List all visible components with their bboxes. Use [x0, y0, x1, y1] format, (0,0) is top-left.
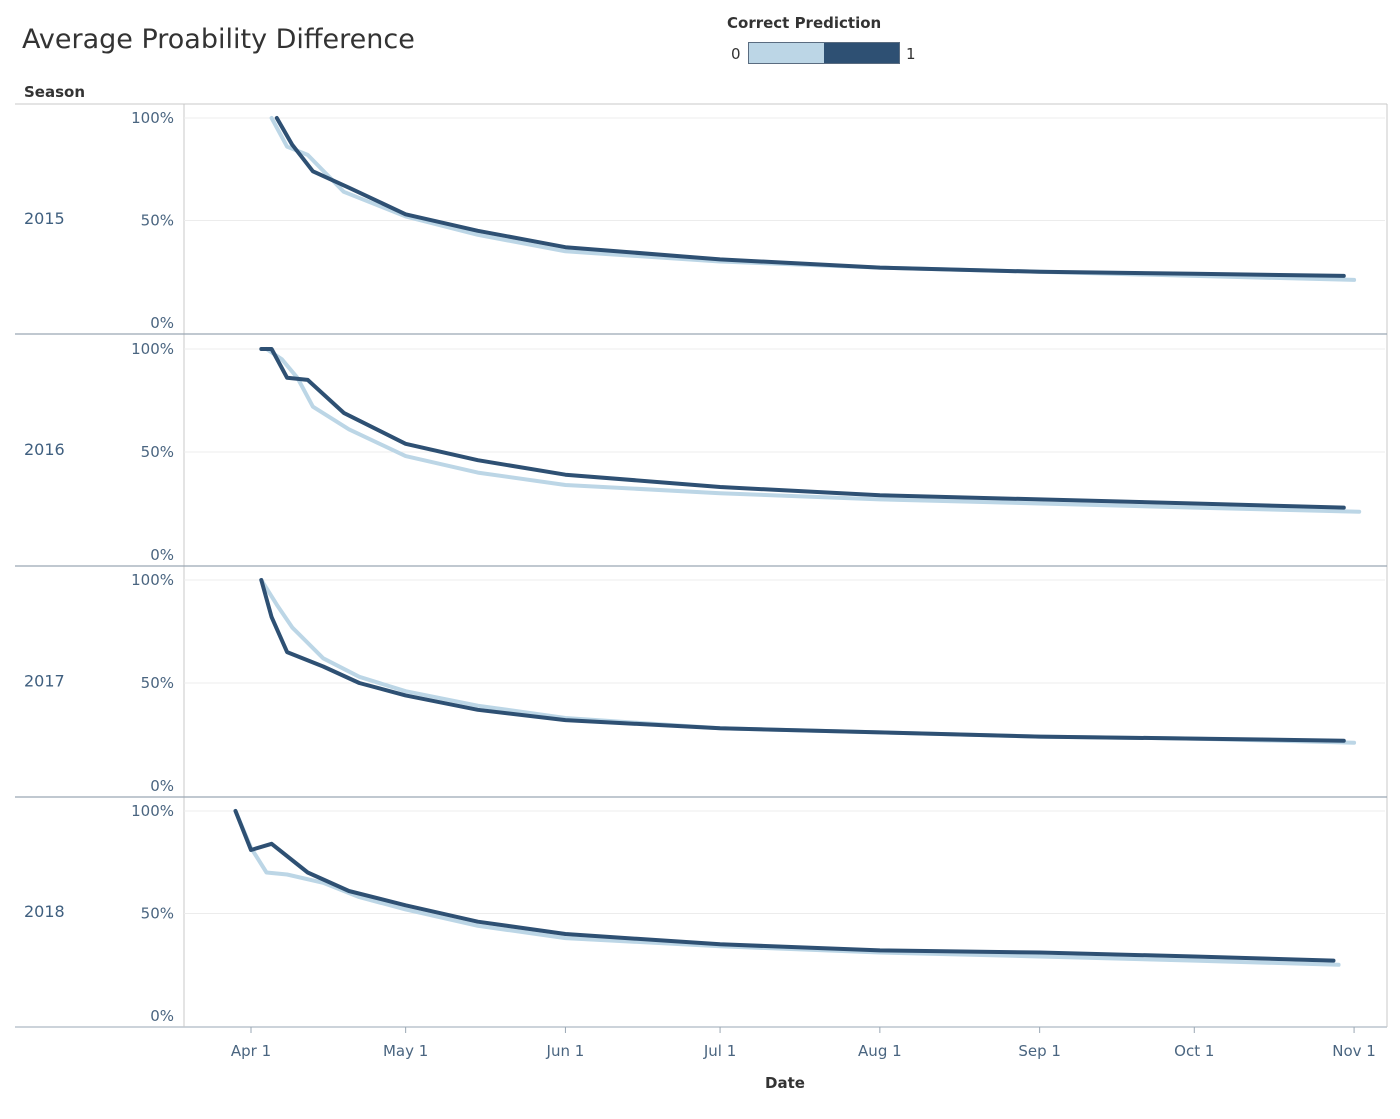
x-axis-title: Date — [765, 1074, 805, 1092]
season-label-2016: 2016 — [24, 440, 65, 459]
legend-swatch-1 — [824, 43, 899, 63]
y-tick-label: 100% — [131, 109, 174, 127]
season-label-2017: 2017 — [24, 672, 65, 691]
y-tick-label: 50% — [141, 674, 174, 692]
series-line-2016-1 — [259, 347, 1346, 510]
y-tick-label: 100% — [131, 340, 174, 358]
season-label-2015: 2015 — [24, 209, 65, 228]
x-tick-label: Nov 1 — [1332, 1042, 1376, 1060]
x-tick-label: Aug 1 — [858, 1042, 902, 1060]
series-line-2017-0 — [259, 578, 1357, 745]
series-line-2018-0 — [233, 809, 1341, 967]
legend-min-label: 0 — [731, 45, 741, 63]
x-tick-label: Jul 1 — [703, 1042, 736, 1060]
series-line-2018-1 — [233, 809, 1336, 963]
season-label-2018: 2018 — [24, 902, 65, 921]
y-tick-label: 0% — [150, 546, 174, 564]
y-tick-label: 0% — [150, 777, 174, 795]
series-line-2015-0 — [269, 116, 1357, 282]
legend-color-bar — [748, 42, 900, 64]
legend-swatch-0 — [749, 43, 824, 63]
y-tick-label: 100% — [131, 571, 174, 589]
series-line-2016-0 — [264, 347, 1362, 514]
series-line-2015-1 — [274, 116, 1346, 278]
legend-max-label: 1 — [906, 45, 916, 63]
chart-title: Average Proability Difference — [22, 24, 415, 55]
y-tick-label: 0% — [150, 314, 174, 332]
legend-title: Correct Prediction — [727, 14, 882, 32]
y-tick-label: 50% — [141, 905, 174, 923]
x-tick-label: Jun 1 — [546, 1042, 585, 1060]
y-tick-label: 0% — [150, 1007, 174, 1025]
x-tick-label: Apr 1 — [231, 1042, 271, 1060]
y-tick-label: 100% — [131, 802, 174, 820]
x-tick-label: Sep 1 — [1018, 1042, 1061, 1060]
y-tick-label: 50% — [141, 443, 174, 461]
x-tick-label: May 1 — [383, 1042, 428, 1060]
season-column-header: Season — [24, 83, 86, 101]
series-line-2017-1 — [259, 578, 1346, 743]
y-tick-label: 50% — [141, 212, 174, 230]
x-tick-label: Oct 1 — [1174, 1042, 1214, 1060]
